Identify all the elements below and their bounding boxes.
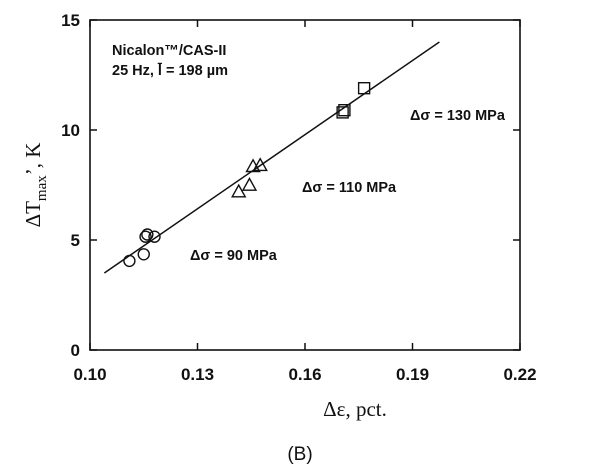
- series-label-130mpa: Δσ = 130 MPa: [410, 108, 506, 124]
- circle-marker: [123, 254, 136, 268]
- square-marker: [338, 103, 351, 117]
- circle-marker: [137, 248, 150, 261]
- y-tick-label: 10: [61, 121, 80, 140]
- circle-marker: [141, 228, 154, 241]
- square-marker: [357, 81, 371, 95]
- y-axis-title-subscript: max: [34, 175, 50, 201]
- x-tick-label: 0.13: [181, 365, 214, 384]
- data-points: [123, 81, 371, 268]
- info-line-2: 25 Hz, l̄ = 198 µm: [112, 61, 228, 79]
- y-axis-title-tail: ’, K: [21, 143, 45, 176]
- circle-marker: [148, 230, 161, 243]
- series-label-90mpa: Δσ = 90 MPa: [190, 248, 278, 264]
- series-label-110mpa: Δσ = 110 MPa: [302, 180, 397, 196]
- x-tick-label: 0.16: [288, 365, 321, 384]
- y-axis-title: ΔTmax’, K: [21, 143, 50, 228]
- y-tick-label: 5: [71, 231, 80, 250]
- figure-caption: (B): [287, 444, 312, 465]
- triangle-marker: [231, 183, 247, 198]
- info-line-1: Nicalon™/CAS-II: [112, 43, 226, 59]
- x-tick-label: 0.22: [503, 365, 536, 384]
- x-tick-label: 0.19: [396, 365, 429, 384]
- y-axis-title-main: ΔT: [21, 201, 45, 228]
- square-marker: [336, 106, 349, 119]
- axis-ticks: 0.10 0.13 0.16 0.19 0.22 0 5 10 15: [61, 11, 536, 384]
- circle-marker: [139, 230, 152, 243]
- triangle-marker: [252, 157, 268, 172]
- x-tick-label: 0.10: [73, 365, 106, 384]
- triangle-marker: [241, 177, 258, 191]
- x-axis-title: Δε, pct.: [323, 397, 387, 421]
- y-tick-label: 15: [61, 11, 80, 30]
- y-tick-label: 0: [71, 341, 80, 360]
